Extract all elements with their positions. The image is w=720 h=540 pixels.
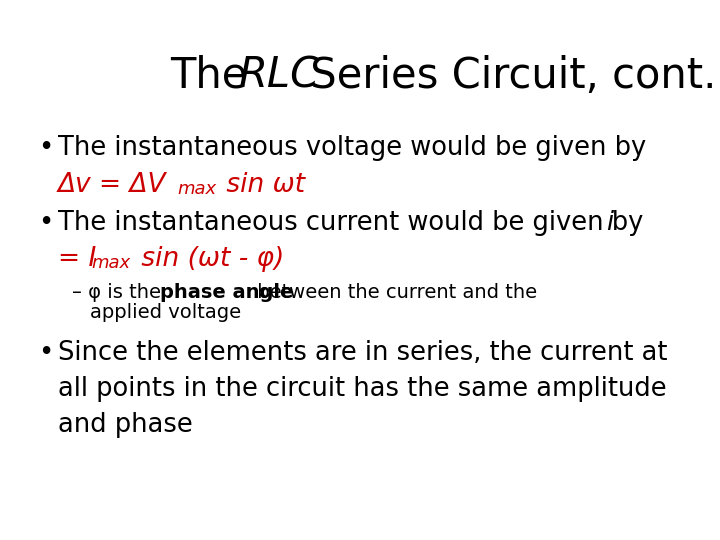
Text: sin ωt: sin ωt <box>218 172 305 198</box>
Text: Since the elements are in series, the current at: Since the elements are in series, the cu… <box>58 340 667 366</box>
Text: The: The <box>170 55 261 97</box>
Text: applied voltage: applied voltage <box>90 303 241 322</box>
Text: max: max <box>91 254 130 272</box>
Text: The instantaneous current would be given by: The instantaneous current would be given… <box>58 210 652 236</box>
Text: •: • <box>38 135 53 161</box>
Text: •: • <box>38 210 53 236</box>
Text: between the current and the: between the current and the <box>251 283 537 302</box>
Text: Series Circuit, cont.: Series Circuit, cont. <box>297 55 716 97</box>
Text: max: max <box>177 180 216 198</box>
Text: and phase: and phase <box>58 412 193 438</box>
Text: = I: = I <box>58 246 96 272</box>
Text: all points in the circuit has the same amplitude: all points in the circuit has the same a… <box>58 376 667 402</box>
Text: phase angle: phase angle <box>160 283 293 302</box>
Text: – φ is the: – φ is the <box>72 283 167 302</box>
Text: i: i <box>606 210 613 236</box>
Text: The instantaneous voltage would be given by: The instantaneous voltage would be given… <box>58 135 647 161</box>
Text: •: • <box>38 340 53 366</box>
Text: Δv = ΔV: Δv = ΔV <box>58 172 166 198</box>
Text: RLC: RLC <box>239 55 320 97</box>
Text: sin (ωt - φ): sin (ωt - φ) <box>133 246 284 272</box>
